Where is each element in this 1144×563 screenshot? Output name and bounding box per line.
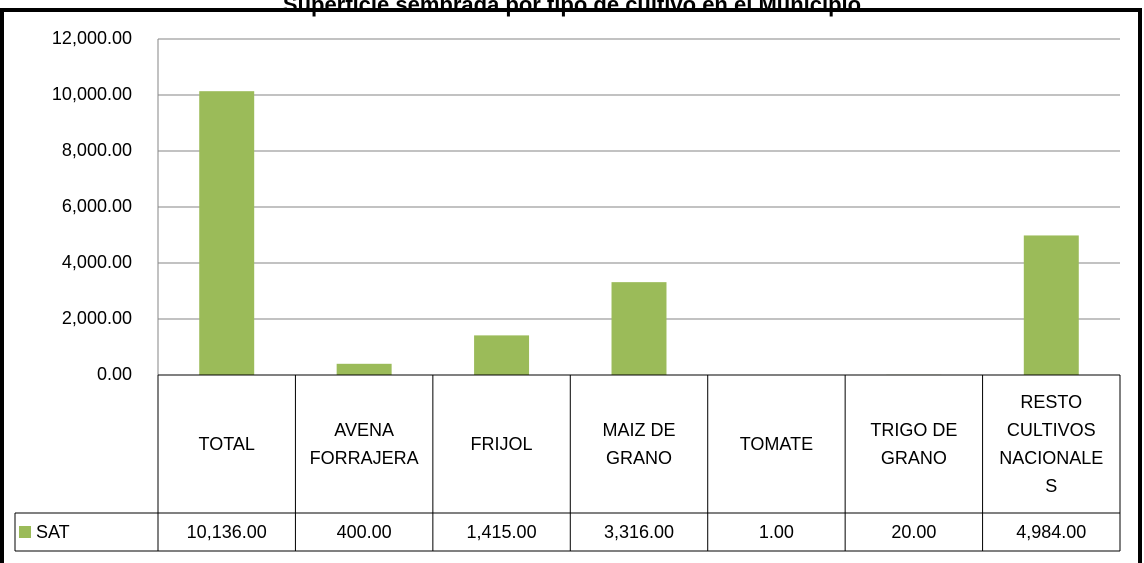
value-label: 20.00: [891, 522, 937, 542]
chart-title: Superficie sembrada por tipo de cultivo …: [282, 0, 862, 17]
bar: [1023, 235, 1079, 375]
y-tick-label: 8,000.00: [62, 140, 132, 160]
value-label: 400.00: [336, 522, 392, 542]
bar: [474, 335, 530, 375]
legend-label: SAT: [36, 522, 70, 542]
x-tick-label: AVENA FORRAJERA: [309, 420, 419, 468]
bar: [199, 91, 255, 375]
value-label: 3,316.00: [603, 522, 675, 542]
bar: [336, 363, 392, 375]
x-tick-label: TOMATE: [739, 434, 814, 454]
bar: [611, 282, 667, 375]
y-tick-label: 10,000.00: [52, 84, 132, 104]
value-label: 1,415.00: [466, 522, 537, 542]
x-tick-label: FRIJOL: [470, 434, 533, 454]
y-tick-label: 0.00: [97, 364, 132, 384]
value-label: 10,136.00: [186, 522, 267, 542]
y-tick-label: 6,000.00: [62, 196, 132, 216]
y-tick-label: 12,000.00: [52, 28, 132, 48]
x-tick-label: MAIZ DE GRANO: [602, 420, 676, 468]
value-label: 1.00: [758, 522, 794, 542]
chart-border: [0, 8, 1142, 563]
x-tick-label: TRIGO DE GRANO: [870, 420, 958, 468]
value-label: 4,984.00: [1016, 522, 1087, 542]
y-tick-label: 4,000.00: [62, 252, 132, 272]
legend-key: [19, 526, 31, 538]
x-tick-label: RESTO CULTIVOS NACIONALES: [999, 392, 1104, 496]
y-tick-label: 2,000.00: [62, 308, 132, 328]
x-tick-label: TOTAL: [198, 434, 255, 454]
